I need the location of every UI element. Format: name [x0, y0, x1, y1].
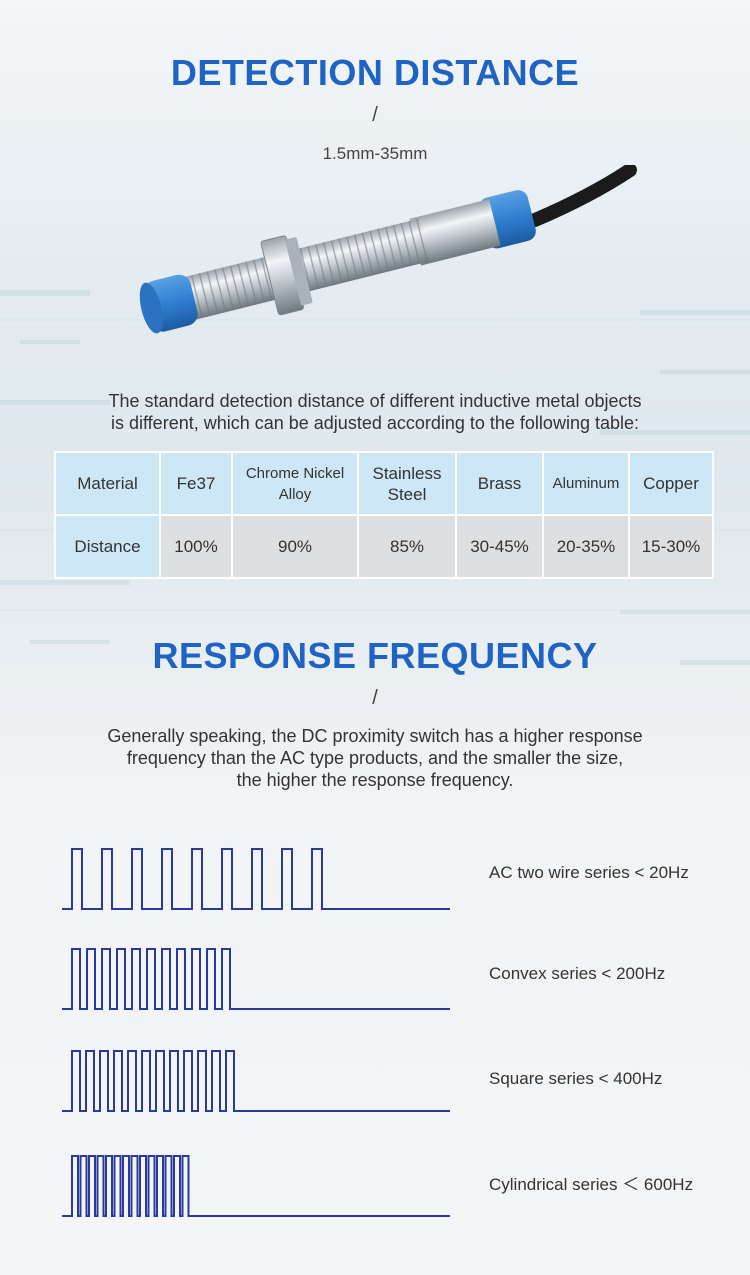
table-cell: 20-35%	[542, 514, 630, 579]
table-cell: 90%	[231, 514, 359, 579]
table-cell: Chrome Nickel Alloy	[231, 451, 359, 516]
detection-distance-title: DETECTION DISTANCE	[170, 52, 580, 93]
detection-description: The standard detection distance of diffe…	[0, 390, 750, 434]
table-cell: Aluminum	[542, 451, 630, 516]
table-row: Distance 100% 90% 85% 30-45% 20-35% 15-3…	[54, 514, 714, 579]
response-frequency-title: RESPONSE FREQUENCY	[152, 635, 598, 676]
response-description: Generally speaking, the DC proximity swi…	[0, 725, 750, 791]
table-cell: Copper	[628, 451, 714, 516]
detection-distance-table: Material Fe37 Chrome Nickel Alloy Stainl…	[54, 451, 714, 579]
pulse-wave-line	[62, 1155, 450, 1217]
detection-description-line-2: is different, which can be adjusted acco…	[111, 413, 639, 433]
waveform-cylindrical	[62, 1155, 450, 1217]
table-cell: Distance	[54, 514, 161, 579]
waveform-label-cylindrical: Cylindrical series ＜ 600Hz	[489, 1175, 694, 1194]
table-cell: Stainless Steel	[357, 451, 457, 516]
waveform-convex	[62, 948, 450, 1010]
table-cell: 15-30%	[628, 514, 714, 579]
pulse-wave-line	[62, 848, 450, 910]
proximity-sensor-image	[139, 165, 637, 334]
response-description-line-3: the higher the response frequency.	[236, 770, 514, 790]
response-description-line-1: Generally speaking, the DC proximity swi…	[107, 726, 643, 746]
waveform-label-convex: Convex series < 200Hz	[489, 964, 666, 983]
waveform-square	[62, 1050, 450, 1112]
table-cell: 100%	[159, 514, 233, 579]
pulse-wave-line	[62, 948, 450, 1010]
waveform-ac-two-wire	[62, 848, 450, 910]
table-header-row: Material Fe37 Chrome Nickel Alloy Stainl…	[54, 451, 714, 516]
waveform-label-square: Square series < 400Hz	[489, 1069, 663, 1088]
detection-divider-slash: /	[372, 104, 378, 126]
table-cell: Material	[54, 451, 161, 516]
table-cell: 85%	[357, 514, 457, 579]
response-divider-slash: /	[372, 687, 378, 709]
response-description-line-2: frequency than the AC type products, and…	[126, 748, 624, 768]
waveform-label-ac-two-wire: AC two wire series < 20Hz	[489, 863, 689, 882]
table-cell: Fe37	[159, 451, 233, 516]
pulse-wave-line	[62, 1050, 450, 1112]
detection-description-line-1: The standard detection distance of diffe…	[108, 391, 642, 411]
table-cell: 30-45%	[455, 514, 544, 579]
detection-range: 1.5mm-35mm	[322, 144, 428, 163]
table-cell: Brass	[455, 451, 544, 516]
